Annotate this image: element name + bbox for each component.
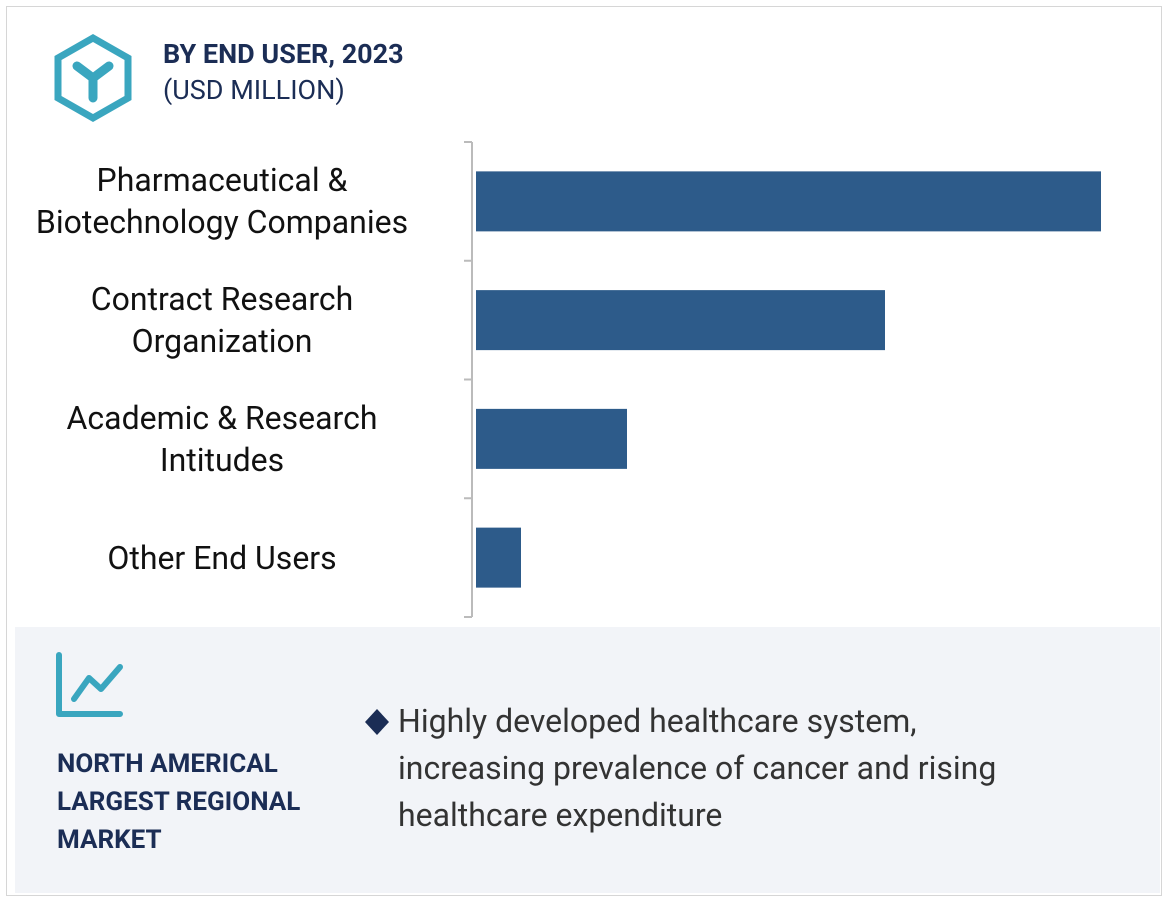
chart-title: BY END USER, 2023: [163, 38, 404, 70]
trend-icon: [56, 652, 123, 717]
callout-heading: NORTH AMERICAL LARGEST REGIONAL MARKET: [57, 749, 301, 855]
bar: [476, 527, 521, 588]
category-label: Academic & Research Intitudes: [66, 398, 378, 479]
bar: [476, 408, 627, 469]
bar: [476, 290, 885, 351]
frame: [6, 6, 1162, 896]
category-label: Other End Users: [107, 538, 337, 577]
bullet-diamond: [365, 709, 389, 735]
callout-bullet: Highly developed healthcare system, incr…: [398, 702, 997, 834]
category-label: Pharmaceutical & Biotechnology Companies: [35, 161, 409, 242]
axis: [464, 141, 473, 618]
chart-subtitle: (USD MILLION): [163, 74, 345, 106]
category-label: Contract Research Organization: [90, 280, 354, 361]
bar: [476, 171, 1101, 232]
logo-icon: [54, 33, 132, 123]
callout-panel: [15, 627, 1160, 893]
